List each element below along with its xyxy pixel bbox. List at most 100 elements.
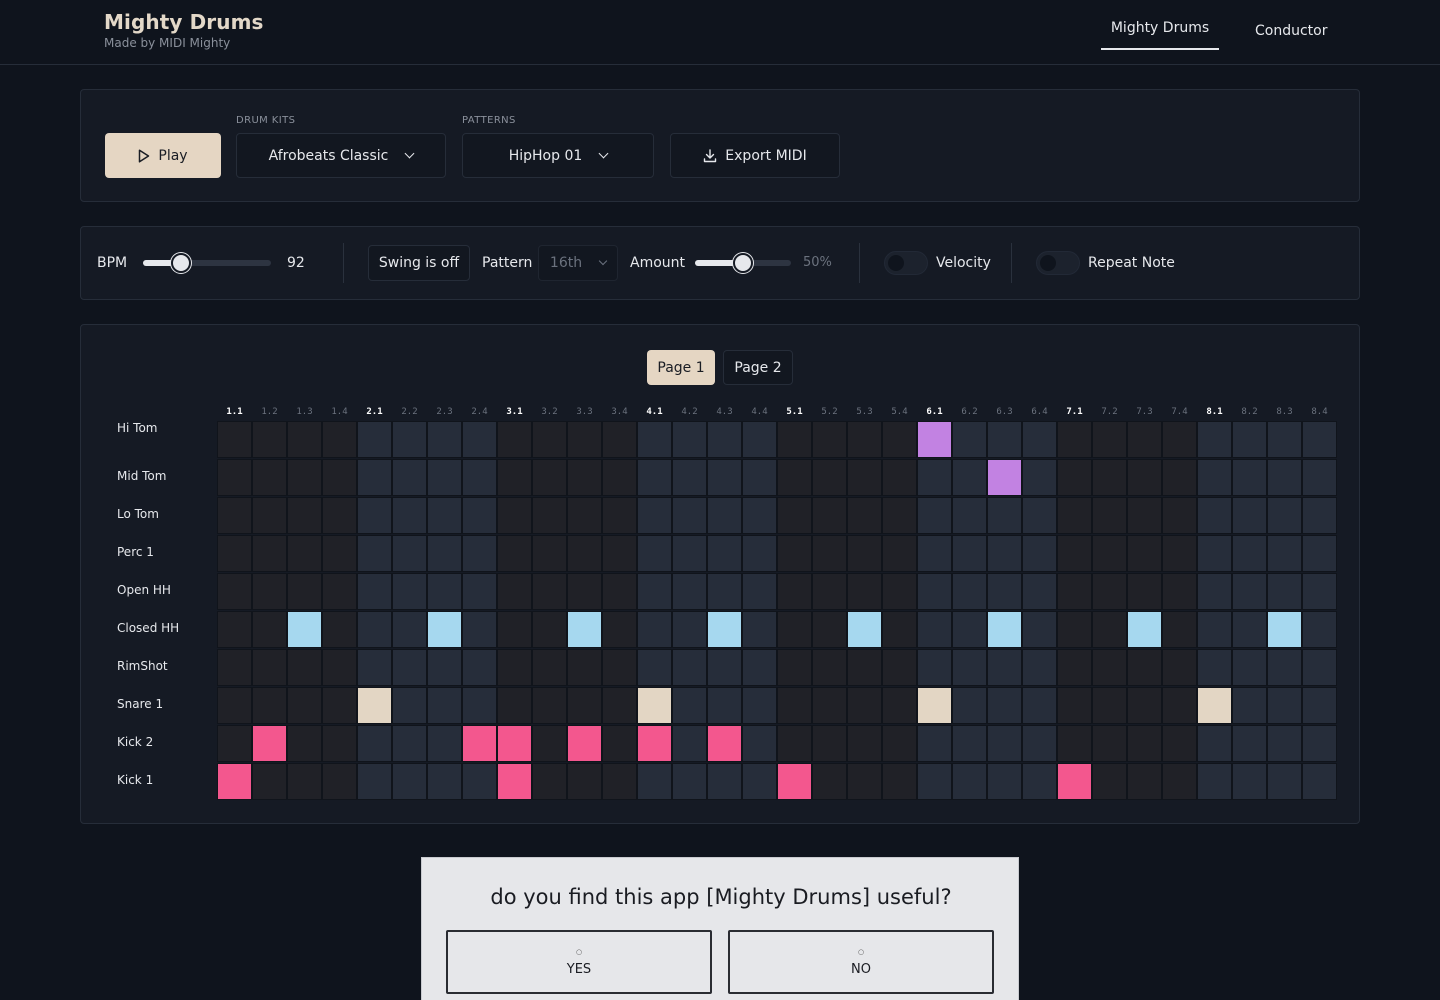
step-cell[interactable]	[602, 687, 637, 724]
step-cell[interactable]	[847, 611, 882, 648]
step-cell[interactable]	[637, 649, 672, 686]
step-cell[interactable]	[812, 649, 847, 686]
step-cell[interactable]	[917, 421, 952, 458]
step-cell[interactable]	[1162, 497, 1197, 534]
step-cell[interactable]	[217, 421, 252, 458]
step-cell[interactable]	[357, 573, 392, 610]
step-cell[interactable]	[1022, 611, 1057, 648]
step-cell[interactable]	[497, 611, 532, 648]
step-cell[interactable]	[427, 611, 462, 648]
step-cell[interactable]	[322, 611, 357, 648]
step-cell[interactable]	[672, 725, 707, 762]
step-cell[interactable]	[777, 421, 812, 458]
page-2-button[interactable]: Page 2	[723, 350, 793, 385]
step-cell[interactable]	[462, 497, 497, 534]
step-cell[interactable]	[1232, 611, 1267, 648]
step-cell[interactable]	[1267, 573, 1302, 610]
step-cell[interactable]	[532, 497, 567, 534]
step-cell[interactable]	[357, 763, 392, 800]
step-cell[interactable]	[1092, 535, 1127, 572]
step-cell[interactable]	[952, 763, 987, 800]
step-cell[interactable]	[812, 535, 847, 572]
step-cell[interactable]	[777, 535, 812, 572]
step-cell[interactable]	[707, 687, 742, 724]
step-cell[interactable]	[1267, 497, 1302, 534]
step-cell[interactable]	[882, 535, 917, 572]
step-cell[interactable]	[987, 573, 1022, 610]
step-cell[interactable]	[252, 573, 287, 610]
step-cell[interactable]	[462, 687, 497, 724]
step-cell[interactable]	[497, 421, 532, 458]
step-cell[interactable]	[427, 763, 462, 800]
step-cell[interactable]	[882, 687, 917, 724]
step-cell[interactable]	[847, 725, 882, 762]
step-cell[interactable]	[287, 497, 322, 534]
step-cell[interactable]	[1162, 763, 1197, 800]
step-cell[interactable]	[952, 535, 987, 572]
step-cell[interactable]	[1197, 421, 1232, 458]
step-cell[interactable]	[427, 421, 462, 458]
step-cell[interactable]	[987, 535, 1022, 572]
step-cell[interactable]	[1232, 497, 1267, 534]
step-cell[interactable]	[357, 611, 392, 648]
step-cell[interactable]	[847, 459, 882, 496]
step-cell[interactable]	[987, 687, 1022, 724]
step-cell[interactable]	[392, 763, 427, 800]
step-cell[interactable]	[497, 459, 532, 496]
step-cell[interactable]	[1022, 421, 1057, 458]
step-cell[interactable]	[532, 725, 567, 762]
step-cell[interactable]	[1302, 687, 1337, 724]
step-cell[interactable]	[567, 611, 602, 648]
step-cell[interactable]	[637, 687, 672, 724]
step-cell[interactable]	[217, 497, 252, 534]
step-cell[interactable]	[882, 725, 917, 762]
step-cell[interactable]	[812, 421, 847, 458]
step-cell[interactable]	[532, 459, 567, 496]
step-cell[interactable]	[392, 725, 427, 762]
step-cell[interactable]	[1197, 497, 1232, 534]
step-cell[interactable]	[987, 649, 1022, 686]
step-cell[interactable]	[462, 573, 497, 610]
step-cell[interactable]	[917, 687, 952, 724]
step-cell[interactable]	[952, 725, 987, 762]
step-cell[interactable]	[217, 535, 252, 572]
step-cell[interactable]	[917, 649, 952, 686]
step-cell[interactable]	[392, 459, 427, 496]
step-cell[interactable]	[1197, 611, 1232, 648]
step-cell[interactable]	[1092, 725, 1127, 762]
step-cell[interactable]	[882, 421, 917, 458]
bpm-slider-thumb[interactable]	[171, 253, 191, 273]
step-cell[interactable]	[1302, 573, 1337, 610]
step-cell[interactable]	[1232, 459, 1267, 496]
step-cell[interactable]	[1302, 497, 1337, 534]
step-cell[interactable]	[567, 421, 602, 458]
step-cell[interactable]	[1092, 687, 1127, 724]
step-cell[interactable]	[917, 611, 952, 648]
step-cell[interactable]	[322, 687, 357, 724]
step-cell[interactable]	[637, 535, 672, 572]
step-cell[interactable]	[1302, 459, 1337, 496]
step-cell[interactable]	[1302, 725, 1337, 762]
step-cell[interactable]	[602, 649, 637, 686]
step-cell[interactable]	[427, 687, 462, 724]
step-cell[interactable]	[1092, 611, 1127, 648]
step-cell[interactable]	[497, 725, 532, 762]
step-cell[interactable]	[1232, 535, 1267, 572]
step-cell[interactable]	[217, 611, 252, 648]
step-cell[interactable]	[637, 497, 672, 534]
step-cell[interactable]	[1057, 459, 1092, 496]
step-cell[interactable]	[672, 649, 707, 686]
step-cell[interactable]	[952, 459, 987, 496]
step-cell[interactable]	[1162, 725, 1197, 762]
step-cell[interactable]	[917, 573, 952, 610]
pattern-select[interactable]: HipHop 01	[462, 133, 654, 178]
step-cell[interactable]	[707, 573, 742, 610]
step-cell[interactable]	[217, 573, 252, 610]
step-cell[interactable]	[1162, 687, 1197, 724]
step-cell[interactable]	[1057, 763, 1092, 800]
step-cell[interactable]	[427, 459, 462, 496]
step-cell[interactable]	[602, 573, 637, 610]
step-cell[interactable]	[1092, 421, 1127, 458]
step-cell[interactable]	[882, 573, 917, 610]
step-cell[interactable]	[252, 725, 287, 762]
